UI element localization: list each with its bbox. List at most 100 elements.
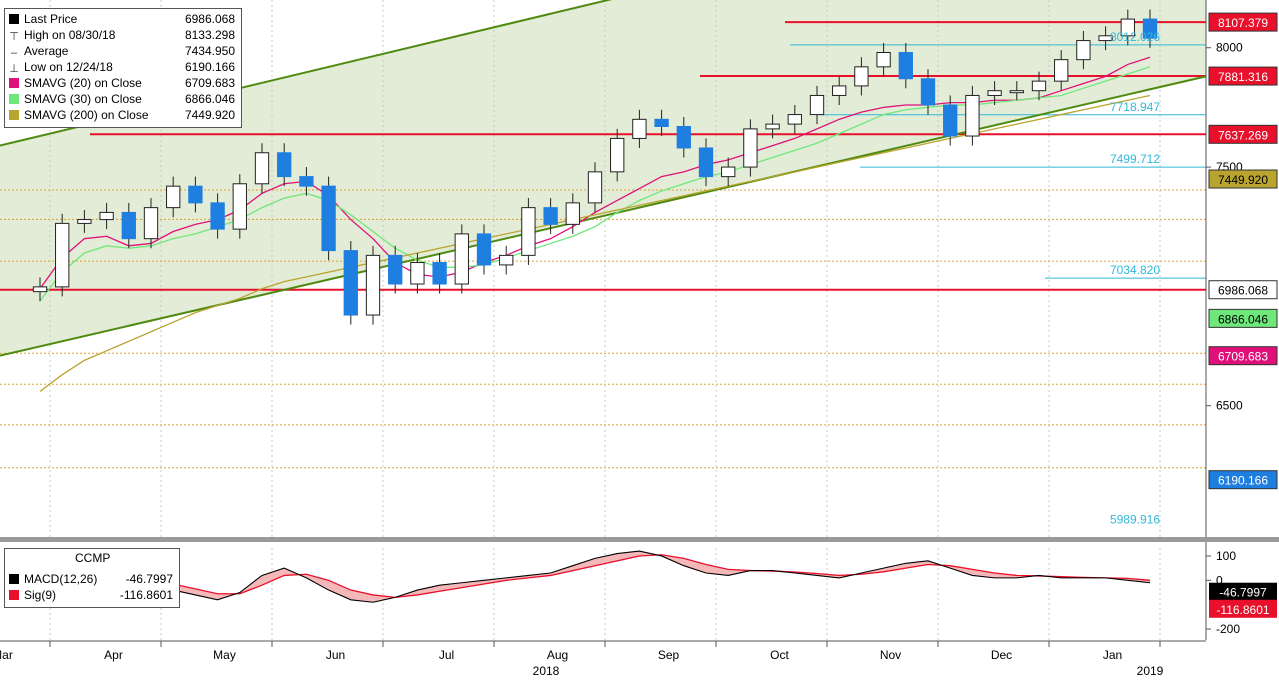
month-label: Apr <box>104 648 123 662</box>
macd-tag-box <box>1209 582 1277 601</box>
average-line-icon: – <box>10 47 18 59</box>
price-legend: Last Price 6986.068 ⊤ High on 08/30/18 8133.… <box>4 8 242 128</box>
candle-body <box>876 52 891 68</box>
signal-tag-label: -116.8601 <box>1216 603 1269 617</box>
candle-body <box>388 254 403 285</box>
low-marker-icon: ⊥ <box>9 63 19 75</box>
candle-body <box>410 262 425 285</box>
year-label: 2018 <box>533 664 560 678</box>
macd-legend-title: CCMP <box>75 551 111 565</box>
candle-body <box>587 171 603 204</box>
candle-body <box>1031 80 1047 92</box>
black-square-icon <box>9 14 19 24</box>
price-tick-label: 8000 <box>1216 41 1243 55</box>
axis-tag-box <box>1208 470 1278 490</box>
candle-body <box>521 207 536 256</box>
legend-row: SMAVG (200) on Close 7449.920 <box>9 107 241 123</box>
panel-divider <box>0 537 1279 542</box>
candle-body <box>632 118 647 139</box>
legend-value: 6986.068 <box>184 12 235 26</box>
month-label: Dec <box>991 648 1012 662</box>
axis-tag-box <box>1208 280 1278 300</box>
legend-value: -116.8601 <box>119 588 173 602</box>
candle-body <box>1098 35 1113 42</box>
axis-tag-label: 6986.068 <box>1218 284 1268 298</box>
axis-tag-label: 7881.316 <box>1218 70 1268 84</box>
signal-tag-box <box>1209 599 1277 618</box>
macd-tag-label: -46.7997 <box>1219 586 1267 600</box>
time-axis: Mar Apr May Jun Jul Aug Sep Oct Nov Dec Jan 2018 201… <box>0 640 1206 678</box>
legend-value: 7449.920 <box>184 108 235 122</box>
candle-body <box>1054 59 1069 82</box>
macd-tick-label: 0 <box>1216 573 1223 587</box>
fib-label: 7499.712 <box>1110 152 1160 166</box>
candle-body <box>365 254 381 316</box>
candle-body <box>787 114 802 125</box>
legend-label: Low on 12/24/18 <box>24 60 113 74</box>
month-label: Oct <box>770 648 789 662</box>
legend-row: SMAVG (30) on Close 6866.046 <box>9 91 241 107</box>
axis-tag-box <box>1208 346 1278 366</box>
axis-tag-label: 6866.046 <box>1218 312 1268 326</box>
candle-body <box>1120 18 1135 37</box>
candle-body <box>188 185 203 204</box>
axis-tag-label: 7637.269 <box>1218 128 1268 142</box>
legend-row: MACD(12,26) -46.7997 <box>9 571 179 587</box>
candle-body <box>654 118 669 127</box>
candle-body <box>809 94 825 116</box>
legend-label: Last Price <box>24 12 78 26</box>
magenta-square-icon <box>9 78 19 88</box>
fib-label: 7034.820 <box>1110 263 1160 277</box>
macd-tick-label: 100 <box>1216 549 1236 563</box>
sma-line <box>39 66 1151 302</box>
candle-body <box>743 128 758 168</box>
axis-tag-box <box>1208 308 1278 328</box>
candle-body <box>1142 18 1158 39</box>
olive-square-icon <box>9 110 19 120</box>
candle-body <box>676 125 691 149</box>
legend-value: 6866.046 <box>184 92 235 106</box>
candle-body <box>77 219 92 224</box>
candle-body <box>499 254 514 266</box>
macd-tick-label: -200 <box>1216 622 1240 636</box>
candle-body <box>898 52 913 80</box>
candle-body <box>277 152 292 178</box>
candle-body <box>698 147 714 178</box>
legend-row: ⊤ High on 08/30/18 8133.298 <box>9 27 241 43</box>
axis-tag-box <box>1208 124 1278 144</box>
macd-line <box>39 550 1151 603</box>
candle-body <box>55 222 70 288</box>
candle-body <box>1076 40 1091 61</box>
month-label: Nov <box>880 648 901 662</box>
candle-body <box>99 211 114 221</box>
axis-tag-label: 6709.683 <box>1218 350 1268 364</box>
price-tick-label: 6500 <box>1216 399 1243 413</box>
candle-body <box>32 286 48 293</box>
channel-lower-line <box>0 75 1207 357</box>
legend-row: ⊥ Low on 12/24/18 6190.166 <box>9 59 241 75</box>
legend-value: 6190.166 <box>184 60 235 74</box>
axis-tags: 8107.379 7881.316 7637.269 7449.920 6986.068… <box>1208 12 1278 490</box>
candle-body <box>232 183 247 230</box>
axis-tag-box <box>1208 12 1278 32</box>
candle-body <box>476 233 492 266</box>
fib-label: 7718.947 <box>1110 100 1160 114</box>
candle-body <box>920 78 936 106</box>
green-square-icon <box>9 94 19 104</box>
candle-body <box>610 137 625 173</box>
sma-line <box>39 94 1151 392</box>
candle-body <box>343 250 358 316</box>
legend-row: SMAVG (20) on Close 6709.683 <box>9 75 241 91</box>
candle-body <box>854 66 869 87</box>
month-label: Aug <box>547 648 568 662</box>
legend-row: – Average 7434.950 <box>9 43 241 59</box>
macd-fill <box>40 551 1150 603</box>
candle-body <box>987 90 1002 96</box>
high-marker-icon: ⊤ <box>9 31 19 43</box>
legend-value: -46.7997 <box>125 572 173 586</box>
candle-body <box>965 94 980 137</box>
month-label: Jan <box>1103 648 1122 662</box>
candle-body <box>765 123 780 130</box>
